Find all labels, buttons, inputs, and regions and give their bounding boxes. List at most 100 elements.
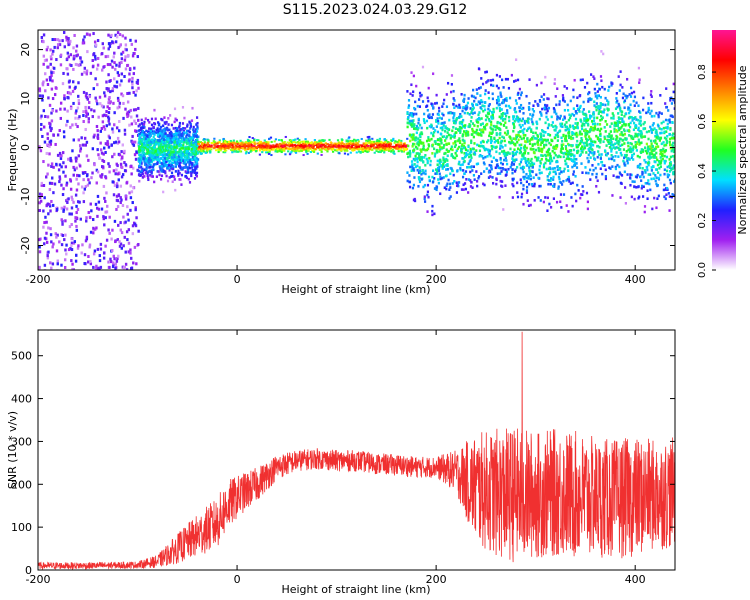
heatmap-cell bbox=[638, 78, 641, 82]
heatmap-cell bbox=[157, 155, 160, 158]
heatmap-cell bbox=[628, 111, 631, 115]
heatmap-cell bbox=[415, 157, 418, 160]
heatmap-cell bbox=[339, 147, 343, 150]
heatmap-cell bbox=[84, 185, 87, 189]
heatmap-cell bbox=[51, 38, 54, 42]
heatmap-cell bbox=[170, 152, 174, 156]
heatmap-cell bbox=[515, 158, 518, 161]
heatmap-cell bbox=[536, 157, 539, 160]
heatmap-cell bbox=[251, 149, 254, 152]
heatmap-cell bbox=[143, 120, 146, 124]
heatmap-cell bbox=[527, 152, 530, 155]
heatmap-cell bbox=[150, 117, 154, 121]
heatmap-cell bbox=[284, 135, 287, 138]
heatmap-cell bbox=[551, 121, 554, 124]
heatmap-cell bbox=[562, 155, 565, 159]
heatmap-cell bbox=[150, 150, 153, 154]
heatmap-cell bbox=[49, 78, 52, 82]
heatmap-cell bbox=[179, 148, 182, 152]
heatmap-cell bbox=[113, 123, 116, 127]
heatmap-cell bbox=[60, 165, 63, 169]
heatmap-cell bbox=[406, 117, 409, 121]
heatmap-cell bbox=[573, 154, 576, 158]
heatmap-cell bbox=[148, 121, 151, 124]
heatmap-cell bbox=[159, 177, 163, 181]
heatmap-cell bbox=[580, 124, 584, 128]
heatmap-cell bbox=[133, 119, 136, 123]
heatmap-cell bbox=[150, 148, 153, 151]
heatmap-cell bbox=[136, 168, 139, 172]
heatmap-cell bbox=[68, 42, 72, 46]
heatmap-cell bbox=[556, 160, 559, 164]
heatmap-cell bbox=[513, 148, 516, 152]
heatmap-cell bbox=[90, 209, 93, 213]
heatmap-cell bbox=[449, 147, 453, 151]
heatmap-cell bbox=[549, 182, 552, 186]
heatmap-cell bbox=[435, 93, 438, 97]
heatmap-cell bbox=[574, 192, 577, 196]
heatmap-cell bbox=[195, 167, 198, 170]
heatmap-cell bbox=[639, 175, 642, 178]
heatmap-cell bbox=[102, 217, 105, 221]
heatmap-cell bbox=[600, 160, 604, 164]
heatmap-cell bbox=[66, 119, 69, 123]
heatmap-cell bbox=[407, 106, 410, 109]
heatmap-cell bbox=[144, 171, 147, 175]
heatmap-cell bbox=[237, 145, 240, 148]
heatmap-cell bbox=[123, 132, 127, 136]
heatmap-cell bbox=[366, 136, 369, 139]
heatmap-cell bbox=[114, 266, 117, 270]
heatmap-cell bbox=[352, 143, 355, 146]
heatmap-cell bbox=[113, 61, 116, 65]
heatmap-cell bbox=[54, 232, 57, 236]
heatmap-cell bbox=[152, 131, 155, 135]
heatmap-cell bbox=[452, 102, 455, 106]
heatmap-cell bbox=[580, 137, 583, 140]
heatmap-cell bbox=[116, 31, 120, 35]
heatmap-cell bbox=[167, 149, 170, 152]
heatmap-cell bbox=[82, 191, 85, 195]
heatmap-cell bbox=[478, 111, 481, 114]
heatmap-cell bbox=[38, 238, 41, 242]
heatmap-cell bbox=[65, 243, 68, 247]
heatmap-cell bbox=[148, 145, 151, 149]
heatmap-cell bbox=[655, 206, 658, 210]
heatmap-cell bbox=[141, 151, 144, 154]
heatmap-cell bbox=[50, 199, 53, 203]
heatmap-cell bbox=[91, 171, 94, 175]
heatmap-cell bbox=[387, 144, 391, 147]
heatmap-cell bbox=[54, 86, 58, 90]
heatmap-cell bbox=[173, 145, 176, 149]
heatmap-cell bbox=[153, 145, 156, 148]
heatmap-cell bbox=[118, 64, 121, 68]
heatmap-cell bbox=[532, 131, 535, 135]
heatmap-cell bbox=[124, 43, 128, 47]
heatmap-cell bbox=[478, 128, 481, 132]
heatmap-cell bbox=[43, 58, 47, 62]
heatmap-cell bbox=[463, 93, 466, 97]
heatmap-cell bbox=[539, 184, 542, 188]
heatmap-cell bbox=[408, 174, 411, 177]
heatmap-cell bbox=[428, 156, 431, 160]
heatmap-cell bbox=[511, 196, 514, 199]
heatmap-cell bbox=[423, 156, 426, 159]
heatmap-cell bbox=[97, 115, 100, 119]
heatmap-cell bbox=[53, 45, 56, 49]
heatmap-cell bbox=[547, 182, 550, 186]
heatmap-cell bbox=[560, 143, 563, 147]
heatmap-cell bbox=[491, 92, 494, 96]
heatmap-cell bbox=[627, 144, 630, 148]
heatmap-cell bbox=[368, 135, 371, 138]
heatmap-cell bbox=[487, 176, 491, 179]
heatmap-cell bbox=[75, 109, 78, 113]
heatmap-cell bbox=[146, 118, 150, 122]
heatmap-cell bbox=[504, 112, 507, 116]
heatmap-cell bbox=[131, 140, 134, 144]
heatmap-cell bbox=[144, 133, 147, 136]
heatmap-cell bbox=[623, 122, 626, 126]
heatmap-cell bbox=[252, 145, 255, 148]
heatmap-cell bbox=[68, 85, 71, 89]
heatmap-cell bbox=[222, 145, 226, 148]
heatmap-cell bbox=[320, 139, 323, 142]
heatmap-cell bbox=[463, 111, 466, 115]
